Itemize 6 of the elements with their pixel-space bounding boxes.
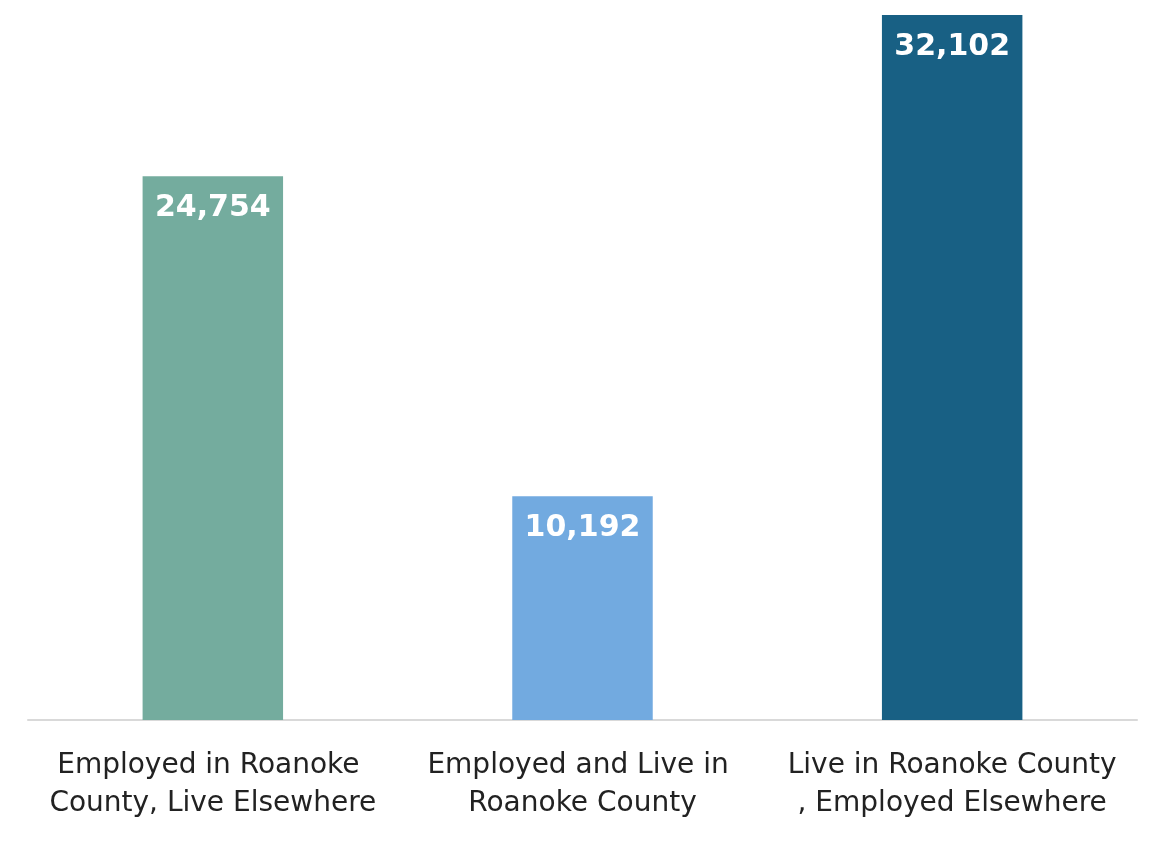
x-tick-label: Live in Roanoke County, Employed Elsewhere bbox=[787, 746, 1117, 818]
data-label: 10,192 bbox=[524, 507, 641, 543]
data-label: 24,754 bbox=[154, 187, 271, 223]
x-tick-label: Employed and Live in Roanoke County bbox=[427, 746, 738, 818]
x-tick-label: Employed in Roanoke County, Live Elsewhere bbox=[49, 746, 377, 818]
data-label: 32,102 bbox=[894, 26, 1011, 62]
